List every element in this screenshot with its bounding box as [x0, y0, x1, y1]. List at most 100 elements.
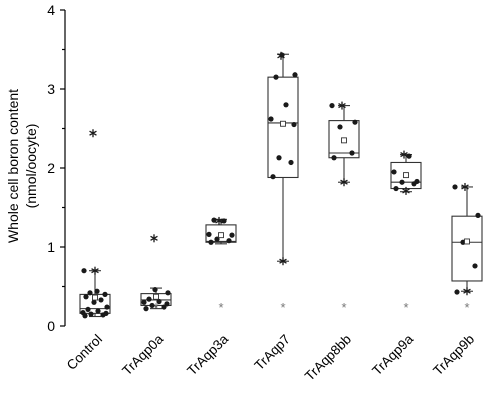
- mean-marker: [464, 238, 470, 245]
- data-point: [91, 299, 97, 305]
- box-iqr: [451, 215, 483, 282]
- y-tick-label: 1: [47, 239, 55, 255]
- data-point: [406, 153, 412, 159]
- data-point: [291, 121, 297, 128]
- x-tick-label: TrAqp9b: [430, 332, 477, 379]
- box-group-traqp9a: *: [390, 150, 422, 315]
- outlier-stroke: [277, 53, 285, 59]
- data-point: [141, 299, 147, 305]
- outlier-marker: [463, 287, 471, 296]
- data-point: [81, 268, 87, 274]
- data-point: [270, 174, 276, 180]
- outlier-marker: [400, 150, 408, 159]
- significance-marker: *: [280, 300, 285, 315]
- outlier-stroke: [338, 103, 346, 109]
- data-point: [292, 72, 298, 78]
- data-point: [95, 308, 101, 314]
- data-point: [452, 184, 458, 190]
- outlier-stroke: [400, 152, 408, 158]
- data-point: [94, 288, 100, 294]
- mean-marker: [403, 172, 409, 179]
- outlier-stroke: [150, 235, 158, 241]
- data-point: [152, 287, 158, 293]
- mean-marker: [92, 294, 98, 301]
- box-group-traqp8bb: *: [328, 101, 360, 315]
- box-series: * * * * * *: [79, 51, 483, 319]
- x-tick-label: TrAqp9a: [369, 331, 416, 378]
- data-point: [229, 232, 235, 238]
- box-group-traqp9b: *: [451, 182, 483, 315]
- outlier-marker: [338, 101, 346, 110]
- outlier-stroke: [340, 179, 348, 185]
- data-point: [226, 238, 232, 244]
- y-tick-label: 2: [47, 160, 55, 176]
- data-point: [283, 102, 289, 108]
- data-point: [391, 169, 397, 175]
- significance-marker: *: [341, 300, 346, 315]
- outlier-stroke: [402, 188, 410, 194]
- data-point: [399, 179, 405, 185]
- significance-marker: *: [218, 300, 223, 315]
- data-point: [208, 239, 214, 245]
- box-group-traqp0a: *: [140, 234, 172, 315]
- data-point: [85, 306, 91, 313]
- data-point: [98, 297, 104, 303]
- data-point: [80, 309, 86, 316]
- data-point: [352, 119, 358, 125]
- data-point: [156, 298, 162, 305]
- outlier-stroke: [215, 218, 223, 224]
- data-point: [454, 289, 460, 295]
- y-tick-label: 4: [47, 2, 55, 18]
- data-point: [206, 231, 212, 237]
- mean-marker: [218, 232, 224, 239]
- outlier-stroke: [463, 288, 471, 294]
- mean-marker: [153, 293, 159, 300]
- data-point: [268, 116, 274, 122]
- data-point: [103, 310, 109, 316]
- box-group-traqp3a: *: [205, 216, 237, 315]
- box-group-traqp7: *: [267, 51, 299, 315]
- data-point: [221, 218, 227, 224]
- y-tick-label: 0: [47, 318, 55, 334]
- data-point: [102, 291, 108, 297]
- data-point: [393, 185, 399, 192]
- data-point: [146, 296, 152, 302]
- data-point: [211, 217, 217, 223]
- significance-marker: *: [153, 300, 158, 315]
- data-point: [349, 150, 355, 156]
- data-point: [164, 301, 170, 307]
- data-point: [276, 155, 282, 161]
- y-axis: 0 1 2 3 4: [47, 2, 66, 334]
- x-tick-label: TrAqp3a: [184, 331, 231, 378]
- x-axis-labels: Control TrAqp0a TrAqp3a TrAqp7 TrAqp8bb TrAqp…: [64, 331, 477, 384]
- data-point: [329, 102, 335, 109]
- data-point: [475, 212, 481, 218]
- significance-marker: *: [403, 300, 408, 315]
- mean-marker: [280, 120, 286, 127]
- data-point: [83, 294, 89, 300]
- outlier-marker: [277, 51, 285, 60]
- significance-marker: *: [464, 300, 469, 315]
- outlier-marker: [215, 216, 223, 225]
- outlier-marker: [461, 182, 469, 191]
- x-tick-label: TrAqp8bb: [302, 332, 354, 384]
- data-point: [165, 290, 171, 296]
- data-point: [331, 155, 337, 161]
- outlier-marker: [89, 129, 97, 138]
- data-point: [337, 124, 343, 130]
- outlier-stroke: [89, 130, 97, 136]
- outlier-stroke: [279, 258, 287, 264]
- outlier-marker: [150, 234, 158, 243]
- data-point: [104, 304, 110, 310]
- data-point: [87, 290, 93, 296]
- outlier-marker: [340, 178, 348, 187]
- box-iqr: [267, 76, 299, 179]
- outlier-marker: [279, 257, 287, 266]
- mean-marker: [341, 137, 347, 144]
- data-point: [273, 74, 279, 80]
- box-group-control: [79, 129, 111, 319]
- y-axis-label-line1: Whole cell boron content: [5, 89, 21, 243]
- data-point: [149, 302, 155, 309]
